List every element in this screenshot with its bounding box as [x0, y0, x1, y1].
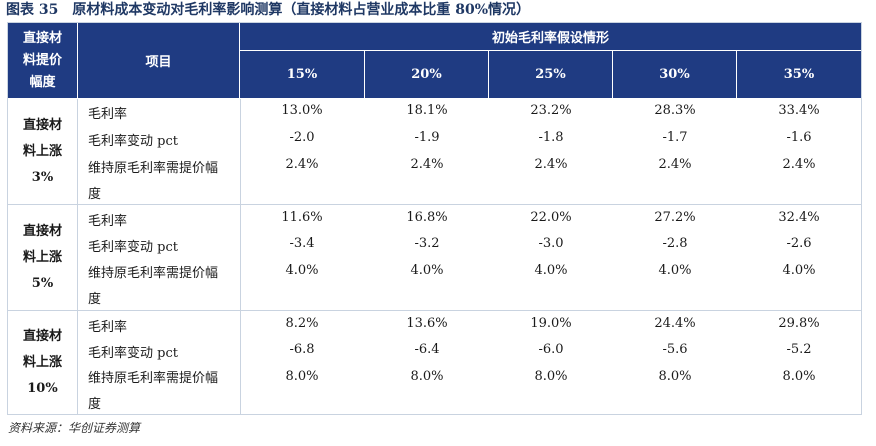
row-item: 维持原毛利率需提价幅 度	[88, 261, 218, 313]
cell-value: 23.2%	[530, 103, 572, 118]
row-item: 毛利率	[88, 214, 128, 229]
header-item-label: 项目	[145, 55, 172, 70]
cell-value: 24.4%	[654, 316, 696, 331]
row-item: 毛利率	[88, 320, 128, 335]
header-col0-line: 料提价	[22, 52, 62, 68]
section-label-line: 10%	[27, 380, 58, 396]
cell-value: -3.2	[414, 236, 440, 251]
figure-caption: 原材料成本变动对毛利率影响测算（直接材料占营业成本比重 80%情况）	[72, 2, 531, 18]
section-label-line: 料上涨	[22, 143, 62, 159]
cell-value: -6.0	[538, 342, 564, 357]
header-scenario: 15%	[240, 51, 365, 99]
section-label-line: 料上涨	[22, 249, 62, 265]
cell-value: 28.3%	[654, 103, 696, 118]
scenario-label: 35%	[783, 67, 815, 82]
section-label-line: 料上涨	[22, 354, 62, 370]
cell-value: 2.4%	[410, 157, 444, 172]
cell-value: 8.0%	[782, 369, 816, 384]
cell-value: -3.0	[538, 236, 564, 251]
cell-value: -1.9	[414, 130, 440, 145]
section-label-line: 3%	[31, 169, 54, 185]
cell-value: 2.4%	[534, 157, 568, 172]
cell-value: 4.0%	[410, 263, 444, 278]
header-scenario: 35%	[737, 51, 861, 99]
cell-value: 2.4%	[285, 157, 319, 172]
cell-value: -6.4	[414, 342, 440, 357]
cell-value: 4.0%	[782, 263, 816, 278]
section-divider	[8, 204, 861, 205]
header-scenario: 30%	[613, 51, 737, 99]
cell-value: 2.4%	[658, 157, 692, 172]
scenario-label: 20%	[411, 67, 442, 82]
figure-title: 图表 35 原材料成本变动对毛利率影响测算（直接材料占营业成本比重 80%情况）	[6, 0, 544, 20]
header-col0-line: 直接材	[22, 30, 62, 46]
section-label-line: 直接材	[22, 223, 62, 239]
cell-value: 8.0%	[410, 369, 444, 384]
data-table: 直接材 料提价 幅度 项目 初始毛利率假设情形 15% 20% 25% 30% …	[7, 22, 862, 415]
row-item: 毛利率变动 pct	[88, 134, 178, 149]
cell-value: 4.0%	[658, 263, 692, 278]
section-label: 直接材 料上涨 5%	[8, 205, 78, 310]
cell-value: -2.0	[289, 130, 315, 145]
cell-value: 33.4%	[778, 103, 820, 118]
section-label: 直接材 料上涨 3%	[8, 99, 78, 204]
cell-value: 29.8%	[778, 316, 820, 331]
row-item: 维持原毛利率需提价幅 度	[88, 366, 218, 418]
header-col0-line: 幅度	[29, 74, 56, 90]
row-item: 毛利率	[88, 107, 128, 122]
cell-value: 2.4%	[782, 157, 816, 172]
row-item-line: 维持原毛利率需提价幅	[88, 371, 219, 386]
cell-value: 13.0%	[281, 103, 323, 118]
row-item-line: 度	[88, 187, 102, 202]
column-divider	[240, 99, 241, 414]
section-divider	[8, 310, 861, 311]
cell-value: 8.2%	[285, 316, 319, 331]
cell-value: -3.4	[289, 236, 315, 251]
scenario-label: 30%	[659, 67, 690, 82]
cell-value: 4.0%	[285, 263, 319, 278]
row-item: 毛利率变动 pct	[88, 240, 178, 255]
row-item-line: 度	[88, 397, 102, 412]
cell-value: -1.6	[786, 130, 812, 145]
section-label-line: 5%	[31, 275, 54, 291]
cell-value: 8.0%	[534, 369, 568, 384]
row-item-line: 维持原毛利率需提价幅	[88, 161, 219, 176]
cell-value: -5.2	[786, 342, 812, 357]
header-group: 初始毛利率假设情形	[240, 23, 861, 51]
header-col0: 直接材 料提价 幅度	[8, 23, 78, 99]
section-label-line: 直接材	[22, 117, 62, 133]
cell-value: 19.0%	[530, 316, 572, 331]
cell-value: -1.7	[662, 130, 688, 145]
row-item: 毛利率变动 pct	[88, 346, 178, 361]
cell-value: 16.8%	[406, 210, 448, 225]
cell-value: 13.6%	[406, 316, 448, 331]
cell-value: -1.8	[538, 130, 564, 145]
header-scenario: 20%	[365, 51, 489, 99]
cell-value: -6.8	[289, 342, 315, 357]
header-scenario: 25%	[489, 51, 613, 99]
cell-value: 4.0%	[534, 263, 568, 278]
source-note: 资料来源：华创证券测算	[8, 421, 141, 435]
cell-value: 8.0%	[658, 369, 692, 384]
cell-value: -5.6	[662, 342, 688, 357]
cell-value: 32.4%	[778, 210, 820, 225]
cell-value: -2.8	[662, 236, 688, 251]
header-group-label: 初始毛利率假设情形	[491, 31, 609, 46]
cell-value: 8.0%	[285, 369, 319, 384]
cell-value: 27.2%	[654, 210, 696, 225]
cell-value: -2.6	[786, 236, 812, 251]
cell-value: 18.1%	[406, 103, 448, 118]
scenario-label: 15%	[286, 67, 318, 82]
cell-value: 11.6%	[281, 210, 323, 225]
cell-value: 22.0%	[530, 210, 572, 225]
row-item-line: 度	[88, 292, 102, 307]
section-label: 直接材 料上涨 10%	[8, 311, 78, 414]
scenario-label: 25%	[535, 67, 566, 82]
row-item-line: 维持原毛利率需提价幅	[88, 266, 219, 281]
row-item: 维持原毛利率需提价幅 度	[88, 156, 218, 208]
figure-number: 图表 35	[6, 2, 59, 18]
header-item: 项目	[78, 23, 240, 99]
section-label-line: 直接材	[22, 328, 62, 344]
